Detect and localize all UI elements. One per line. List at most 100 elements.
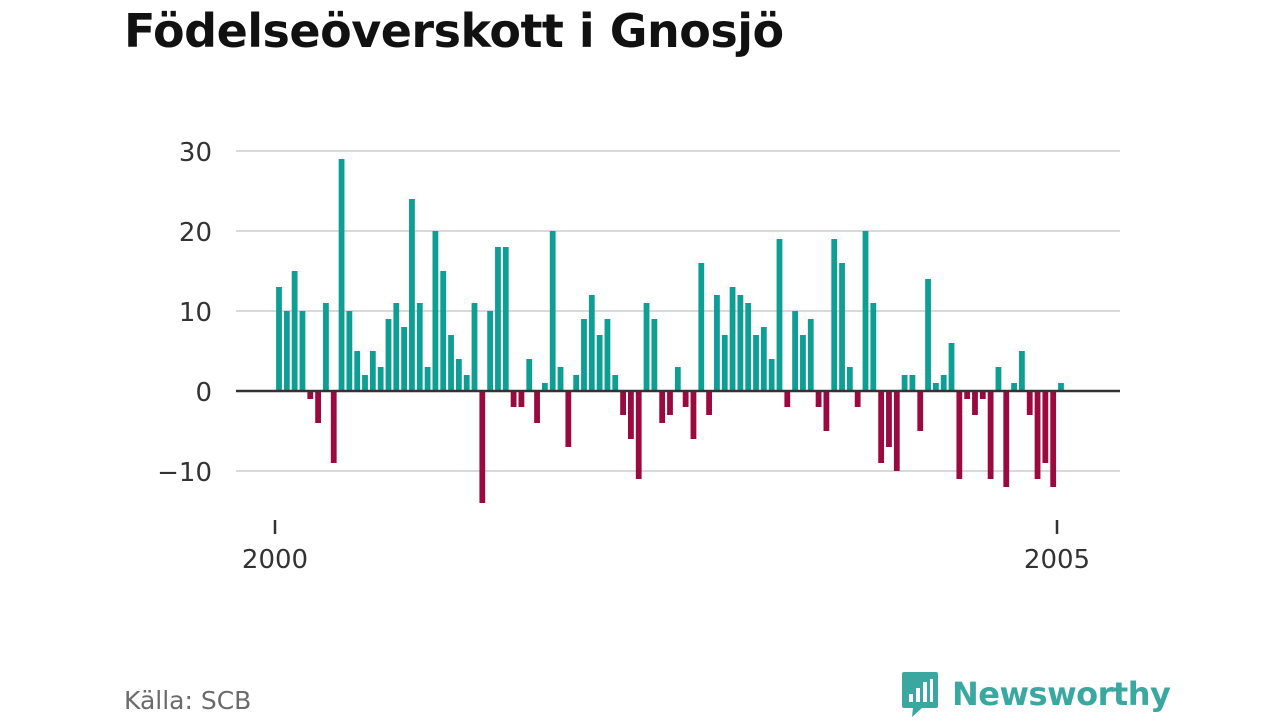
- bar: [299, 311, 306, 391]
- bar: [510, 391, 517, 407]
- bar: [581, 319, 587, 391]
- bar: [596, 335, 603, 391]
- bar: [557, 367, 564, 391]
- bar: [1019, 351, 1025, 391]
- bar: [784, 391, 791, 407]
- bar: [878, 391, 885, 463]
- bar: [448, 335, 454, 391]
- bar: [401, 327, 408, 391]
- bar: [471, 303, 478, 391]
- bar: [1003, 391, 1010, 487]
- bar: [323, 303, 329, 391]
- y-tick-label: 10: [179, 298, 212, 328]
- bar: [440, 271, 447, 391]
- bar: [964, 391, 971, 399]
- bar: [870, 303, 877, 391]
- bar: [706, 391, 712, 415]
- bar: [283, 311, 290, 391]
- bar: [682, 391, 689, 407]
- bar: [526, 359, 533, 391]
- bar: [745, 303, 752, 391]
- x-tick-label: 2000: [242, 545, 308, 575]
- x-tick-label: 2005: [1024, 545, 1090, 575]
- bar: [1034, 391, 1041, 479]
- bar: [753, 335, 759, 391]
- bar: [760, 327, 767, 391]
- bar: [917, 391, 924, 431]
- bar: [792, 311, 799, 391]
- bar: [909, 375, 916, 391]
- bar: [1011, 383, 1017, 391]
- bar: [886, 391, 892, 447]
- bar: [604, 319, 611, 391]
- bar: [1042, 391, 1049, 463]
- bar: [307, 391, 314, 399]
- newsworthy-logo-icon: [902, 672, 938, 717]
- brand-name: Newsworthy: [952, 675, 1171, 713]
- bar: [354, 351, 361, 391]
- bar: [948, 343, 955, 391]
- bar: [1058, 383, 1064, 391]
- bar: [768, 359, 775, 391]
- y-tick-label: −10: [157, 458, 212, 488]
- bar: [690, 391, 697, 439]
- bar: [776, 239, 783, 391]
- bar: [346, 311, 353, 391]
- bar: [432, 231, 439, 391]
- chart-title: Födelseöverskott i Gnosjö: [124, 4, 784, 58]
- bar: [362, 375, 368, 391]
- bar: [541, 383, 548, 391]
- brand-logo[interactable]: Newsworthy: [900, 670, 1171, 718]
- bar: [839, 263, 845, 391]
- bar: [612, 375, 619, 391]
- bar: [291, 271, 298, 391]
- bar: [925, 279, 931, 391]
- bar: [659, 391, 666, 423]
- bar: [823, 391, 830, 431]
- bar: [979, 391, 986, 399]
- bar: [338, 159, 345, 391]
- bar: [721, 335, 728, 391]
- bar: [901, 375, 908, 391]
- bar: [573, 375, 580, 391]
- bar: [534, 391, 540, 423]
- bar: [1050, 391, 1057, 487]
- bar: [463, 375, 470, 391]
- bars: [276, 159, 1064, 503]
- bar: [987, 391, 994, 479]
- bar: [487, 311, 494, 391]
- bar: [972, 391, 978, 415]
- bar: [377, 367, 384, 391]
- bar: [737, 295, 744, 391]
- bar: [502, 247, 509, 391]
- bar: [628, 391, 634, 439]
- bar: [940, 375, 947, 391]
- bar: [932, 383, 939, 391]
- bar: [369, 351, 376, 391]
- source-label: Källa: SCB: [124, 686, 252, 715]
- bar: [800, 335, 806, 391]
- bar: [330, 391, 337, 463]
- bar: [549, 231, 556, 391]
- bar: [565, 391, 572, 447]
- bar: [635, 391, 642, 479]
- bar: [518, 391, 525, 407]
- bar: [995, 367, 1002, 391]
- y-tick-label: 20: [179, 218, 212, 248]
- bar: [643, 303, 650, 391]
- bar: [393, 303, 400, 391]
- bar: [893, 391, 900, 471]
- bar: [495, 247, 501, 391]
- bar: [409, 199, 415, 391]
- bar: [455, 359, 462, 391]
- bar: [424, 367, 431, 391]
- bar: [807, 319, 814, 391]
- bar: [588, 295, 595, 391]
- bar: [846, 367, 853, 391]
- gridlines: [236, 150, 1120, 472]
- bar: [854, 391, 861, 407]
- bar: [862, 231, 869, 391]
- bar: [479, 391, 486, 503]
